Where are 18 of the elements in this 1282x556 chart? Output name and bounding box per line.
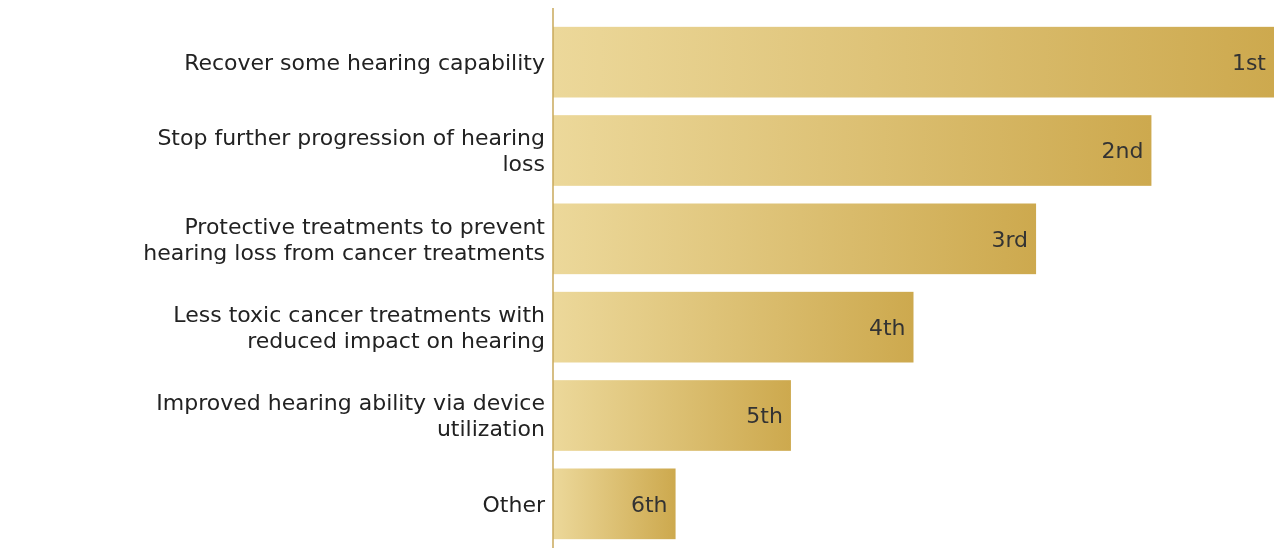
y-tick-label: Recover some hearing capability [184,49,545,75]
y-tick-label: Less toxic cancer treatments with reduced impact on hearing [173,301,545,353]
annotation: 3rd [991,226,1029,252]
y-tick-label: Protective treatments to prevent hearing loss from cancer treatments [143,213,546,265]
bar [553,380,791,451]
y-tick-label: Improved hearing ability via device utilization [156,390,545,442]
annotation: 2nd [1101,138,1144,164]
annotation: 4th [868,314,906,340]
annotation: 6th [630,491,668,517]
annotation: 5th [746,403,783,429]
bar [553,203,1037,275]
annotation: 1st [1231,49,1267,75]
y-tick-label: Other [482,491,546,517]
y-tick-label: Stop further progression of hearing loss [157,125,545,177]
bar [553,291,914,363]
bar [553,468,676,540]
bar [553,115,1152,186]
bar [553,26,1274,98]
